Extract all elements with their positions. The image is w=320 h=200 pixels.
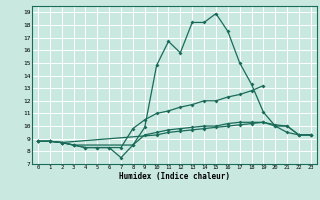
X-axis label: Humidex (Indice chaleur): Humidex (Indice chaleur) [119,172,230,181]
